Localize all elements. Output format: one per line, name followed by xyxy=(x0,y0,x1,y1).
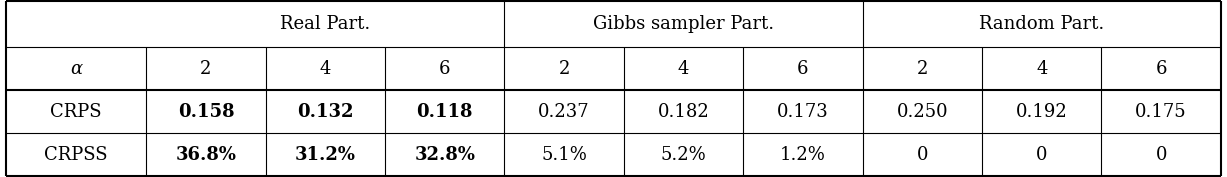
Text: 0.237: 0.237 xyxy=(539,103,590,121)
Text: 5.1%: 5.1% xyxy=(541,146,587,164)
Text: 2: 2 xyxy=(200,60,211,78)
Text: 2: 2 xyxy=(558,60,569,78)
Text: 4: 4 xyxy=(677,60,690,78)
Text: 0: 0 xyxy=(1036,146,1048,164)
Text: 6: 6 xyxy=(1156,60,1167,78)
Text: 1.2%: 1.2% xyxy=(780,146,826,164)
Text: 0: 0 xyxy=(1156,146,1167,164)
Text: CRPSS: CRPSS xyxy=(44,146,108,164)
Text: 0.173: 0.173 xyxy=(777,103,828,121)
Text: 4: 4 xyxy=(1036,60,1048,78)
Text: Gibbs sampler Part.: Gibbs sampler Part. xyxy=(593,15,774,33)
Text: 0.118: 0.118 xyxy=(416,103,472,121)
Text: 32.8%: 32.8% xyxy=(415,146,475,164)
Text: 0.158: 0.158 xyxy=(178,103,234,121)
Text: 0.175: 0.175 xyxy=(1135,103,1187,121)
Text: 5.2%: 5.2% xyxy=(660,146,707,164)
Text: 0.250: 0.250 xyxy=(897,103,948,121)
Text: Real Part.: Real Part. xyxy=(280,15,371,33)
Text: 6: 6 xyxy=(439,60,450,78)
Text: 2: 2 xyxy=(917,60,928,78)
Text: Random Part.: Random Part. xyxy=(979,15,1104,33)
Text: 4: 4 xyxy=(320,60,331,78)
Text: α: α xyxy=(70,60,82,78)
Text: 36.8%: 36.8% xyxy=(175,146,237,164)
Text: 0.132: 0.132 xyxy=(297,103,353,121)
Text: CRPS: CRPS xyxy=(50,103,102,121)
Text: 0.182: 0.182 xyxy=(658,103,709,121)
Text: 31.2%: 31.2% xyxy=(294,146,356,164)
Text: 6: 6 xyxy=(798,60,809,78)
Text: 0: 0 xyxy=(917,146,928,164)
Text: 0.192: 0.192 xyxy=(1016,103,1067,121)
